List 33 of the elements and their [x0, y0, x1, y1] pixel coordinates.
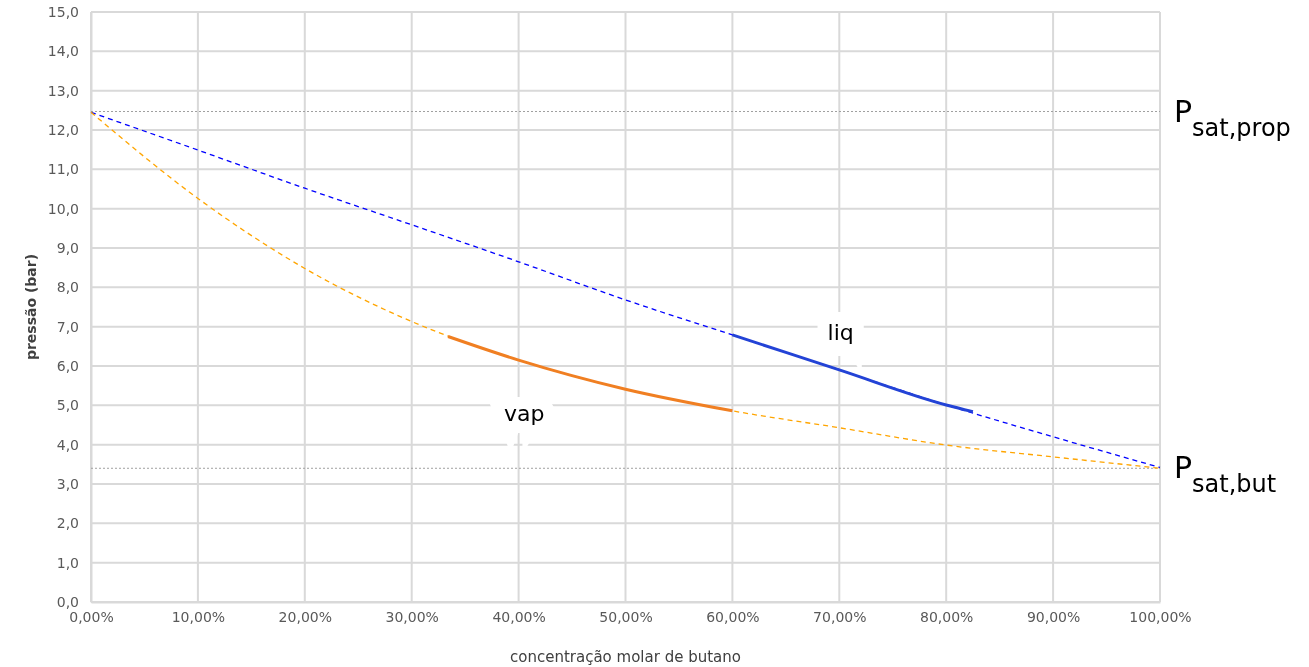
y-tick-label: 13,0: [47, 82, 79, 99]
y-tick-label: 14,0: [47, 43, 79, 60]
x-tick-label: 20,00%: [278, 608, 332, 625]
y-tick-label: 12,0: [47, 121, 79, 138]
y-tick-label: 2,0: [56, 515, 79, 532]
y-tick-label: 9,0: [56, 239, 79, 256]
x-tick-label: 10,00%: [171, 608, 226, 625]
y-tick-label: 6,0: [56, 357, 79, 374]
x-tick-label: 70,00%: [813, 608, 867, 625]
ref-line-label: P$_{sat,prop}$: [1174, 93, 1291, 142]
x-tick-label: 90,00%: [1026, 608, 1081, 625]
y-tick-label: 3,0: [56, 475, 79, 492]
x-tick-label: 50,00%: [599, 608, 653, 625]
x-tick-label: 100,00%: [1129, 608, 1192, 625]
y-tick-label: 15,0: [47, 3, 79, 20]
y-tick-label: 10,0: [47, 200, 79, 217]
x-tick-label: 60,00%: [706, 608, 760, 625]
y-tick-label: 4,0: [56, 436, 79, 453]
y-tick-label: 0,0: [56, 593, 79, 610]
y-axis-title: pressão (bar): [23, 253, 39, 361]
y-tick-label: 5,0: [56, 397, 79, 414]
y-tick-label: 1,0: [56, 554, 79, 571]
series-label: vap: [503, 401, 545, 427]
x-tick-label: 30,00%: [385, 608, 439, 625]
series-label: liq: [827, 319, 854, 345]
x-axis-title: concentração molar de butano: [510, 648, 741, 666]
y-tick-label: 11,0: [47, 161, 79, 178]
ref-line-label: P$_{sat,but}$: [1174, 450, 1277, 499]
y-tick-label: 7,0: [56, 318, 79, 335]
y-tick-label: 8,0: [56, 279, 79, 296]
x-tick-label: 80,00%: [920, 608, 974, 625]
x-tick-label: 40,00%: [492, 608, 546, 625]
x-tick-label: 0,00%: [69, 608, 114, 625]
